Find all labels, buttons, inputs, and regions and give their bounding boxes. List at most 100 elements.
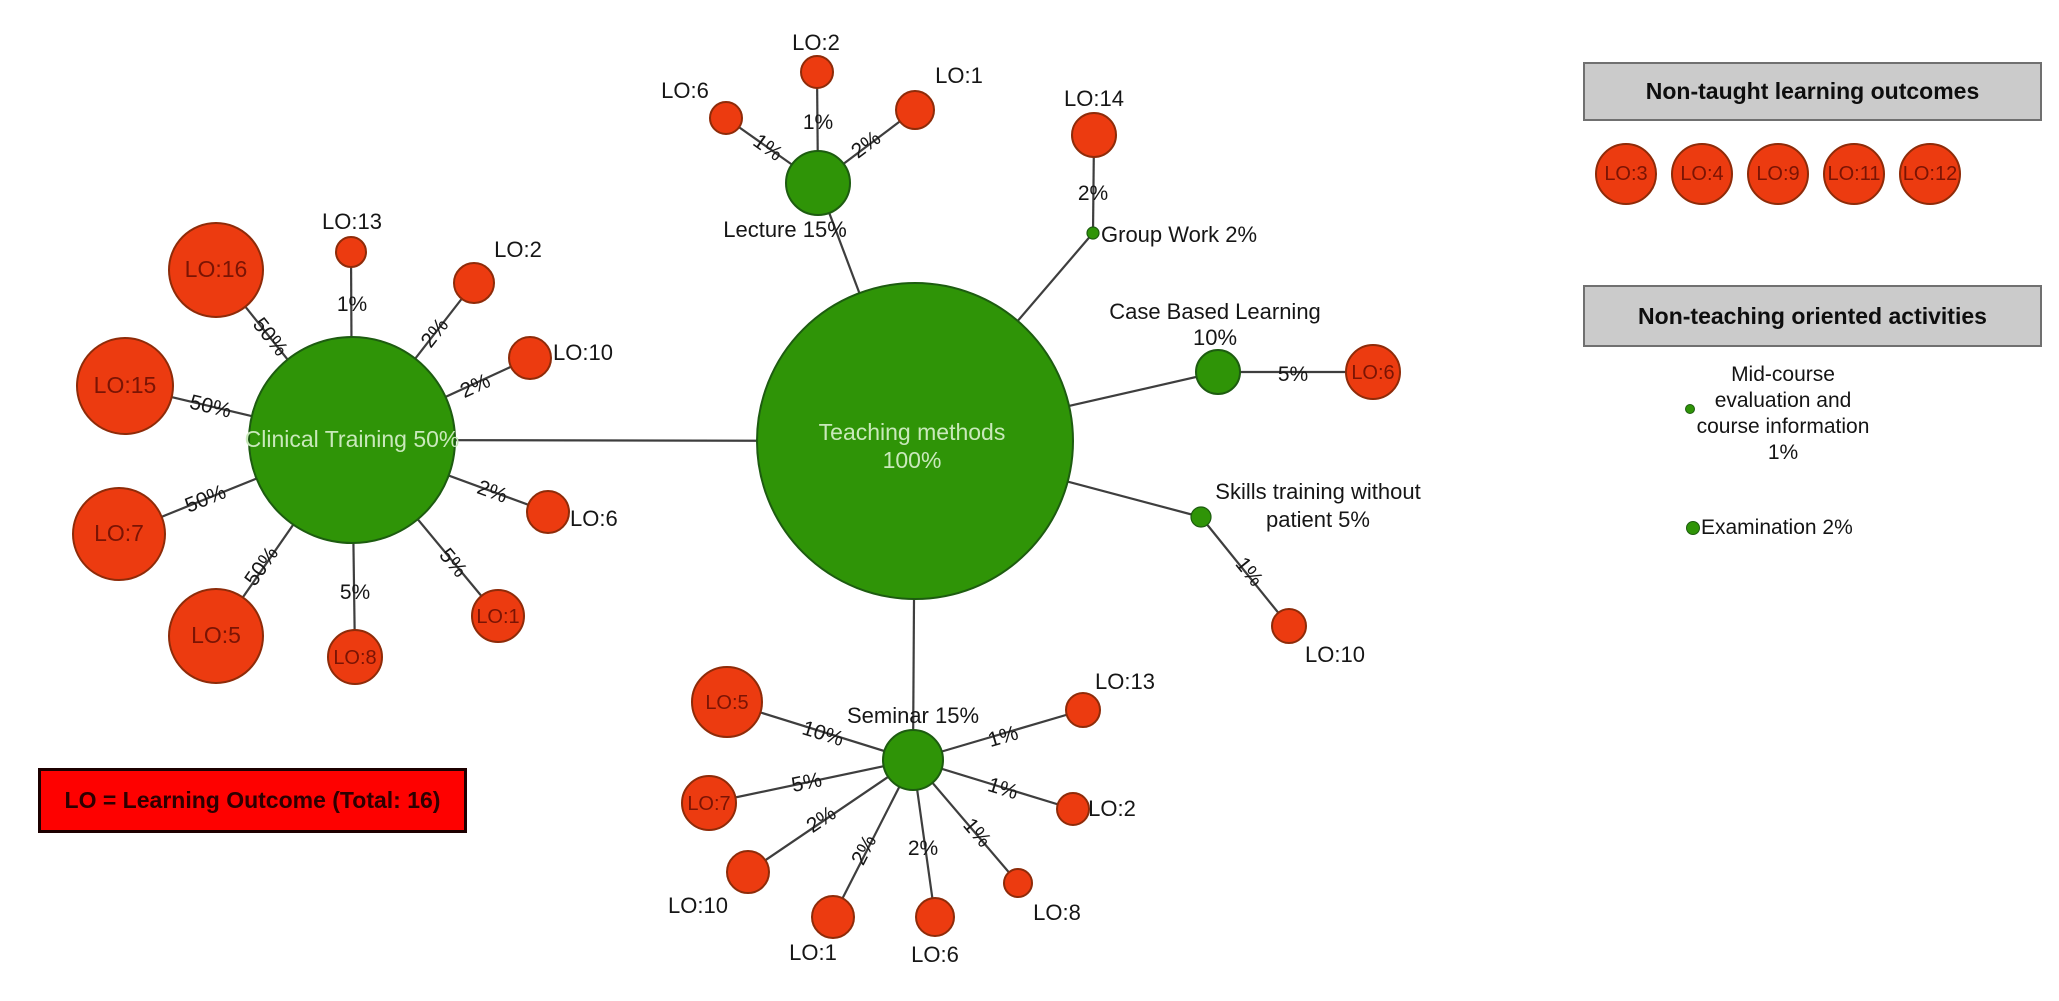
node-label-ct-lo16: LO:16 [185,256,248,282]
node-seminar [882,729,944,791]
node-label-gw-lo14: LO:14 [1064,86,1124,111]
node-cbl [1195,349,1241,395]
node-ct-lo2 [453,262,495,304]
node-ct-lo1 [471,589,525,643]
node-label-sem-lo1: LO:1 [789,940,837,965]
edge-label-seminar-sem-lo5: 10% [799,717,846,751]
edge-label-skills-sk-lo10: 1% [1231,553,1268,591]
node-label-sem-lo10: LO:10 [668,893,728,918]
midcourse-dot-icon [1685,404,1695,414]
node-label-ct-lo7: LO:7 [94,520,144,546]
node-label-cbl-lo6: LO:6 [1351,362,1394,384]
node-label-groupwork: Group Work 2% [1101,222,1257,247]
node-ct-lo8 [327,629,383,685]
node-sem-lo10 [726,850,770,894]
edge-seminar-sem-lo7 [708,758,914,805]
node-label-sem-lo6: LO:6 [911,942,959,967]
node-label-skills: Skills training without [1215,479,1420,504]
node-label-cbl: Case Based Learning [1109,299,1321,324]
node-ct-lo10 [508,336,552,380]
node-label-sem-lo7: LO:7 [687,793,730,815]
node-label-ct-lo6: LO:6 [570,506,618,531]
node-label-lec-lo2: LO:2 [792,30,840,55]
node-sem-lo1 [811,895,855,939]
examination-dot-icon [1686,521,1700,535]
activity-midcourse-label: Mid-course evaluation and course informa… [1696,363,1870,464]
node-ct-lo5 [168,588,264,684]
node-label-skills-1: patient 5% [1266,507,1370,532]
edge-label-clinical-ct-lo10: 2% [457,369,494,403]
node-label-teaching-1: 100% [883,447,942,473]
node-lec-lo1 [895,90,935,130]
node-cbl-lo6 [1345,344,1401,400]
non-taught-outcomes-row: LO:3 LO:4 LO:9 LO:11 LO:12 [1595,143,1961,205]
examination-label: Examination 2% [1701,516,1853,539]
edge-label-seminar-sem-lo1: 2% [847,831,881,868]
node-gw-lo14 [1071,112,1117,158]
node-label-sem-lo5: LO:5 [705,692,748,714]
edge-label-clinical-ct-lo8: 5% [340,581,370,604]
edge-seminar-sem-lo10 [747,759,914,873]
non-taught-outcome-lo-11: LO:11 [1823,143,1885,205]
edge-label-clinical-ct-lo2: 2% [416,314,453,352]
node-label-sk-lo10: LO:10 [1305,642,1365,667]
edge-label-seminar-sem-lo2: 1% [985,773,1021,804]
node-groupwork [1086,226,1100,240]
node-sem-lo6 [915,897,955,937]
node-sem-lo7 [681,775,737,831]
node-lecture [785,150,851,216]
non-taught-outcomes-header: Non-taught learning outcomes [1583,62,2042,121]
edge-label-lecture-lec-lo6: 1% [749,130,787,166]
node-ct-lo6 [526,490,570,534]
node-teaching [756,282,1074,600]
node-skills [1190,506,1212,528]
edge-label-clinical-ct-lo7: 50% [182,480,230,517]
edge-label-cbl-cbl-lo6: 5% [1278,363,1308,386]
node-label-ct-lo1: LO:1 [476,606,519,628]
edge-label-seminar-sem-lo7: 5% [789,768,823,797]
node-label-lecture: Lecture 15% [723,217,847,242]
non-taught-outcome-lo-3: LO:3 [1595,143,1657,205]
node-label-ct-lo5: LO:5 [191,622,241,648]
node-label-lec-lo1: LO:1 [935,63,983,88]
node-sk-lo10 [1271,608,1307,644]
node-sem-lo2 [1056,792,1090,826]
node-sem-lo8 [1003,868,1033,898]
edge-skills-sk-lo10 [1200,516,1290,627]
node-label-sem-lo2: LO:2 [1088,796,1136,821]
node-label-ct-lo8: LO:8 [333,647,376,669]
node-ct-lo15 [76,337,174,435]
edge-label-clinical-ct-lo6: 2% [474,476,510,508]
legend-box: LO = Learning Outcome (Total: 16) [38,768,467,833]
node-label-seminar: Seminar 15% [847,703,979,728]
node-label-sem-lo13: LO:13 [1095,669,1155,694]
edge-label-clinical-ct-lo16: 50% [248,313,292,360]
edge-label-seminar-sem-lo13: 1% [985,721,1021,752]
node-label-teaching: Teaching methods [819,419,1006,445]
node-lec-lo6 [709,101,743,135]
node-label-lec-lo6: LO:6 [661,78,709,103]
node-sem-lo13 [1065,692,1101,728]
node-label-ct-lo15: LO:15 [94,372,157,398]
node-sem-lo5 [691,666,763,738]
node-label-clinical: Clinical Training 50% [245,426,460,452]
non-taught-outcome-lo-9: LO:9 [1747,143,1809,205]
non-teaching-activities-header: Non-teaching oriented activities [1583,285,2042,347]
node-label-sem-lo8: LO:8 [1033,900,1081,925]
non-taught-outcome-lo-4: LO:4 [1671,143,1733,205]
legend-text: LO = Learning Outcome (Total: 16) [64,787,441,813]
node-label-ct-lo10: LO:10 [553,340,613,365]
node-ct-lo7 [72,487,166,581]
node-label-ct-lo2: LO:2 [494,237,542,262]
edge-label-clinical-ct-lo13: 1% [337,293,367,316]
activity-examination: Examination 2% [1686,516,1853,540]
node-lec-lo2 [800,55,834,89]
node-clinical [248,336,456,544]
node-label-cbl-1: 10% [1193,325,1237,350]
edge-label-lecture-lec-lo2: 1% [803,111,833,134]
non-taught-outcome-lo-12: LO:12 [1899,143,1961,205]
edge-label-groupwork-gw-lo14: 2% [1078,182,1108,205]
node-label-ct-lo13: LO:13 [322,209,382,234]
